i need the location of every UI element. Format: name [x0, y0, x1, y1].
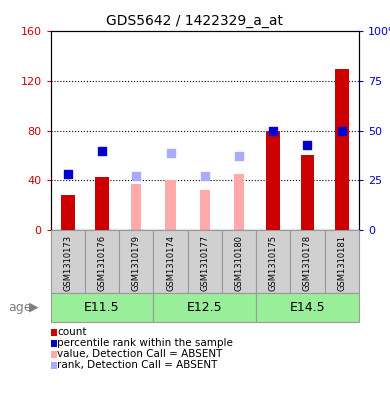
Text: GSM1310180: GSM1310180: [234, 235, 243, 291]
Bar: [61, 195, 74, 230]
Text: value, Detection Call = ABSENT: value, Detection Call = ABSENT: [57, 349, 223, 359]
Point: [304, 141, 310, 148]
Text: E11.5: E11.5: [84, 301, 120, 314]
Text: GSM1310181: GSM1310181: [337, 235, 346, 291]
Text: age: age: [8, 301, 31, 314]
Bar: [200, 190, 210, 230]
Text: GSM1310178: GSM1310178: [303, 235, 312, 291]
Text: GSM1310175: GSM1310175: [269, 235, 278, 291]
Bar: [95, 176, 109, 230]
Bar: [290, 230, 324, 293]
Point: [133, 173, 139, 180]
Bar: [256, 230, 290, 293]
Text: GSM1310174: GSM1310174: [166, 235, 175, 291]
Bar: [335, 69, 349, 230]
Bar: [256, 293, 359, 322]
Point: [236, 153, 242, 160]
Point: [202, 173, 208, 180]
Text: E14.5: E14.5: [290, 301, 325, 314]
Point: [65, 171, 71, 178]
Point: [270, 127, 277, 134]
Bar: [153, 293, 256, 322]
Point: [167, 149, 174, 156]
Point: [99, 147, 105, 154]
Text: GSM1310179: GSM1310179: [132, 235, 141, 291]
Text: count: count: [57, 327, 87, 337]
Bar: [119, 230, 153, 293]
Bar: [85, 230, 119, 293]
Bar: [51, 293, 153, 322]
Bar: [301, 156, 314, 230]
Point: [339, 127, 345, 134]
Text: E12.5: E12.5: [187, 301, 223, 314]
Bar: [266, 130, 280, 230]
Text: GSM1310177: GSM1310177: [200, 235, 209, 291]
Text: ▶: ▶: [29, 301, 39, 314]
Bar: [131, 184, 142, 230]
Text: percentile rank within the sample: percentile rank within the sample: [57, 338, 233, 348]
Text: GSM1310176: GSM1310176: [98, 235, 106, 291]
Bar: [222, 230, 256, 293]
Bar: [153, 230, 188, 293]
Bar: [324, 230, 359, 293]
Bar: [188, 230, 222, 293]
Bar: [165, 180, 176, 230]
Bar: [51, 230, 85, 293]
Text: GDS5642 / 1422329_a_at: GDS5642 / 1422329_a_at: [106, 14, 284, 28]
Text: rank, Detection Call = ABSENT: rank, Detection Call = ABSENT: [57, 360, 218, 370]
Text: GSM1310173: GSM1310173: [63, 235, 72, 291]
Bar: [234, 174, 244, 230]
